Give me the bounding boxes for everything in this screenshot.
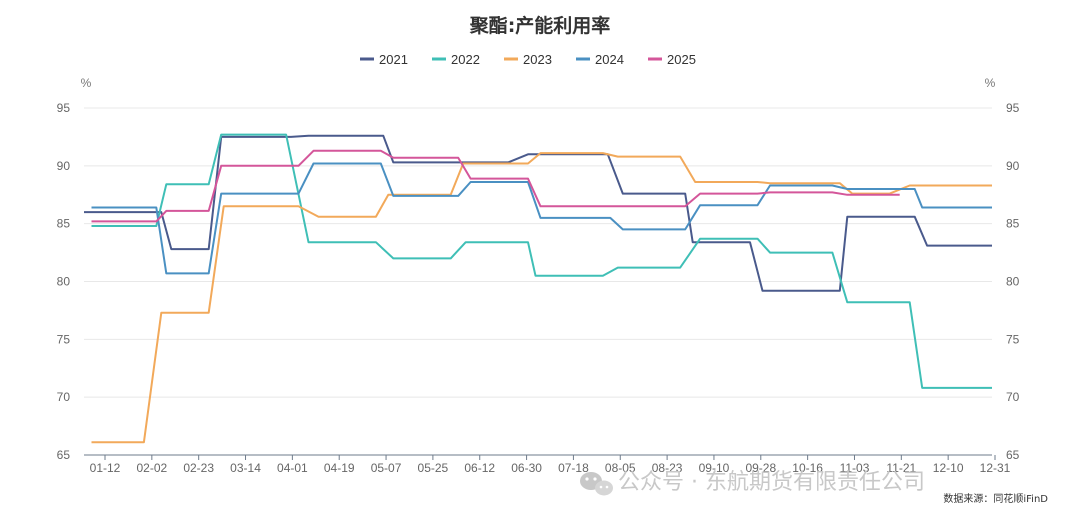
x-tick-label: 12-10: [933, 461, 964, 475]
y-tick-label-left: 85: [57, 217, 71, 231]
y-tick-label-right: 95: [1006, 101, 1020, 115]
x-tick-label: 12-31: [980, 461, 1011, 475]
legend-label-2024: 2024: [595, 52, 624, 67]
y-tick-label-left: 95: [57, 101, 71, 115]
x-tick-label: 06-30: [511, 461, 542, 475]
x-tick-label: 09-10: [699, 461, 730, 475]
x-tick-label: 05-07: [371, 461, 402, 475]
y-unit-right: %: [985, 76, 996, 90]
legend-label-2023: 2023: [523, 52, 552, 67]
x-tick-label: 09-28: [745, 461, 776, 475]
x-tick-label: 06-12: [464, 461, 495, 475]
watermark-text: 公众号 · 东航期货有限责任公司: [618, 470, 925, 495]
x-tick-label: 08-23: [652, 461, 683, 475]
x-tick-label: 02-23: [183, 461, 214, 475]
legend: 2021 2022 2023 2024 2025: [360, 52, 696, 67]
legend-label-2021: 2021: [379, 52, 408, 67]
x-tick-label: 01-12: [90, 461, 121, 475]
y-tick-label-left: 80: [57, 275, 71, 289]
x-tick-label: 11-21: [886, 461, 916, 475]
series-lines: [84, 133, 992, 444]
y-tick-label-left: 75: [57, 332, 71, 346]
x-tick-label: 07-18: [558, 461, 589, 475]
series-line-2024: [91, 162, 992, 275]
y-tick-label-right: 90: [1006, 159, 1020, 173]
chart-title: 聚酯:产能利用率: [469, 14, 611, 37]
y-tick-label-right: 80: [1006, 275, 1020, 289]
x-tick-label: 05-25: [418, 461, 449, 475]
x-tick-label: 11-03: [840, 461, 870, 475]
x-tick-label: 10-16: [792, 461, 823, 475]
series-line-2022: [91, 133, 992, 389]
x-axis: 01-12 02-02 02-23 03-14 04-01 04-19 05-07 05-25…: [84, 454, 1011, 475]
legend-label-2022: 2022: [451, 52, 480, 67]
y-tick-label-right: 75: [1006, 332, 1020, 346]
y-axis-ticks: 65 65 70 70 75 75 80 80 85 85 90 90 95 95: [57, 101, 1020, 462]
legend-label-2025: 2025: [667, 52, 696, 67]
y-tick-label-right: 65: [1006, 448, 1020, 462]
y-tick-label-left: 90: [57, 159, 71, 173]
x-tick-label: 04-01: [277, 461, 308, 475]
y-tick-label-left: 65: [57, 448, 71, 462]
series-line-2023: [91, 152, 992, 444]
data-source: 数据来源：同花顺iFinD: [943, 492, 1048, 505]
watermark: 公众号 · 东航期货有限责任公司: [580, 470, 925, 496]
x-tick-label: 03-14: [230, 461, 261, 475]
series-line-2021: [84, 134, 992, 292]
y-tick-label-right: 70: [1006, 390, 1020, 404]
y-unit-left: %: [81, 76, 92, 90]
y-tick-label-right: 85: [1006, 217, 1020, 231]
x-tick-label: 02-02: [136, 461, 167, 475]
series-line-2025: [91, 149, 900, 223]
x-tick-label: 04-19: [324, 461, 355, 475]
wechat-icon: [580, 472, 613, 496]
x-tick-label: 08-05: [605, 461, 636, 475]
y-tick-label-left: 70: [57, 390, 71, 404]
